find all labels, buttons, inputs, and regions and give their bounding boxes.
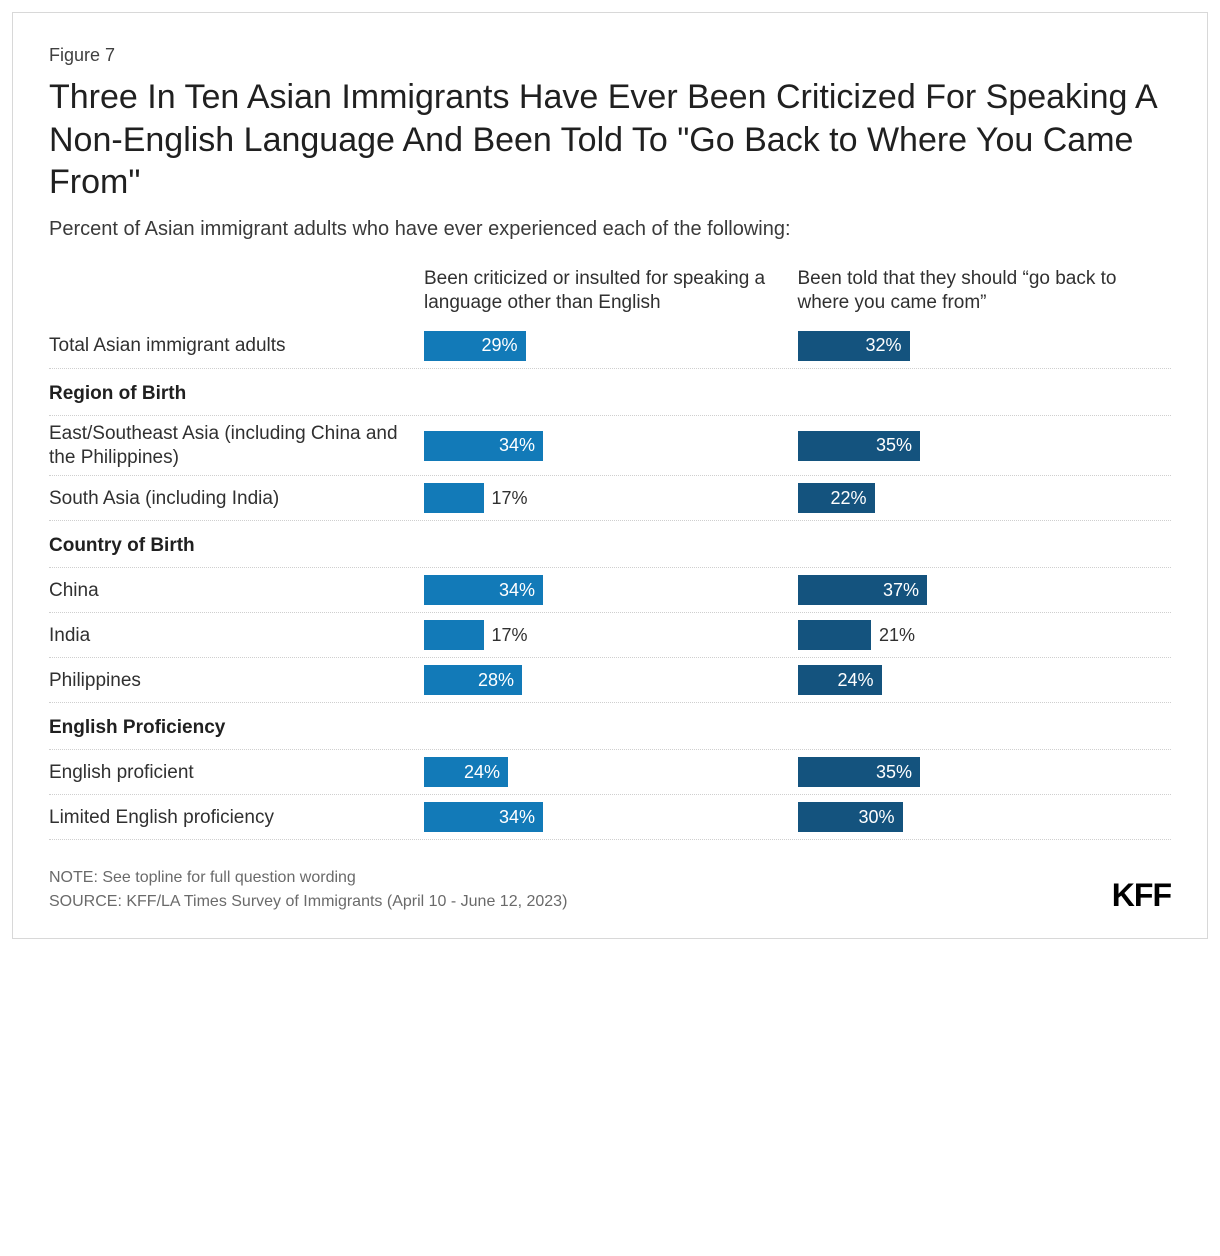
- bar-cell: 28%: [424, 658, 798, 702]
- bar-wrap: 35%: [798, 750, 1148, 794]
- table-row: Total Asian immigrant adults29% 32%: [49, 324, 1171, 369]
- bar: 34%: [424, 431, 543, 461]
- group-header: Country of Birth: [49, 521, 1171, 568]
- bar-wrap: 34%: [424, 795, 774, 839]
- bar: 35%: [798, 757, 921, 787]
- bar: 34%: [424, 802, 543, 832]
- bar-wrap: 17%: [424, 613, 774, 657]
- row-label: East/Southeast Asia (including China and…: [49, 416, 424, 476]
- row-label: South Asia (including India): [49, 481, 424, 517]
- bar-wrap: 21%: [798, 613, 1148, 657]
- bar-cell: 21%: [798, 613, 1172, 657]
- chart-subtitle: Percent of Asian immigrant adults who ha…: [49, 218, 1171, 241]
- bar-cell: 34%: [424, 568, 798, 612]
- bar: 37%: [798, 575, 928, 605]
- row-label: Philippines: [49, 663, 424, 699]
- series-header-2-text: Been told that they should “go back to w…: [798, 267, 1148, 324]
- bar-cell: 35%: [798, 750, 1172, 794]
- bar: 24%: [798, 665, 882, 695]
- bar: 34%: [424, 575, 543, 605]
- bar-wrap: 24%: [798, 658, 1148, 702]
- table-row: Philippines28% 24%: [49, 658, 1171, 703]
- chart-container: Figure 7 Three In Ten Asian Immigrants H…: [12, 12, 1208, 939]
- bar-value-label: 17%: [492, 488, 528, 509]
- bar: 30%: [798, 802, 903, 832]
- bar-wrap: 34%: [424, 424, 774, 468]
- bar-wrap: 32%: [798, 324, 1148, 368]
- chart-footer: NOTE: See topline for full question word…: [49, 866, 1171, 914]
- bar: [424, 483, 484, 513]
- bar-cell: 24%: [798, 658, 1172, 702]
- bar-wrap: 37%: [798, 568, 1148, 612]
- footer-note-block: NOTE: See topline for full question word…: [49, 866, 567, 914]
- series-header-2: Been told that they should “go back to w…: [798, 267, 1172, 324]
- row-label: Limited English proficiency: [49, 800, 424, 836]
- bar-cell: 37%: [798, 568, 1172, 612]
- series-header-1: Been criticized or insulted for speaking…: [424, 267, 798, 324]
- bar-cell: 17%: [424, 613, 798, 657]
- bar: 35%: [798, 431, 921, 461]
- bar-wrap: 35%: [798, 424, 1148, 468]
- bar: 29%: [424, 331, 526, 361]
- table-row: China34% 37%: [49, 568, 1171, 613]
- series-header-1-text: Been criticized or insulted for speaking…: [424, 267, 774, 324]
- row-label: China: [49, 573, 424, 609]
- bar-value-label: 17%: [492, 625, 528, 646]
- table-row: India 17% 21%: [49, 613, 1171, 658]
- bar-cell: 35%: [798, 424, 1172, 468]
- bar-wrap: 17%: [424, 476, 774, 520]
- bar: [798, 620, 872, 650]
- bar: [424, 620, 484, 650]
- bar: 22%: [798, 483, 875, 513]
- bar-cell: 17%: [424, 476, 798, 520]
- bar-cell: 30%: [798, 795, 1172, 839]
- chart-body: Been criticized or insulted for speaking…: [49, 267, 1171, 841]
- chart-title: Three In Ten Asian Immigrants Have Ever …: [49, 76, 1171, 204]
- bar-wrap: 22%: [798, 476, 1148, 520]
- bar: 24%: [424, 757, 508, 787]
- table-row: South Asia (including India) 17% 22%: [49, 476, 1171, 521]
- table-row: Limited English proficiency34% 30%: [49, 795, 1171, 840]
- footer-source: SOURCE: KFF/LA Times Survey of Immigrant…: [49, 890, 567, 914]
- bar-cell: 29%: [424, 324, 798, 368]
- table-row: East/Southeast Asia (including China and…: [49, 416, 1171, 477]
- bar-wrap: 29%: [424, 324, 774, 368]
- chart-rows: Total Asian immigrant adults29% 32% Region…: [49, 324, 1171, 841]
- bar-value-label: 21%: [879, 625, 915, 646]
- group-header: English Proficiency: [49, 703, 1171, 750]
- bar-wrap: 34%: [424, 568, 774, 612]
- bar: 32%: [798, 331, 910, 361]
- row-label: India: [49, 618, 424, 654]
- bar-wrap: 30%: [798, 795, 1148, 839]
- footer-note: NOTE: See topline for full question word…: [49, 866, 567, 890]
- bar-cell: 24%: [424, 750, 798, 794]
- series-header-row: Been criticized or insulted for speaking…: [49, 267, 1171, 324]
- bar-wrap: 24%: [424, 750, 774, 794]
- bar-cell: 34%: [424, 795, 798, 839]
- bar-cell: 22%: [798, 476, 1172, 520]
- bar: 28%: [424, 665, 522, 695]
- bar-cell: 32%: [798, 324, 1172, 368]
- bar-cell: 34%: [424, 424, 798, 468]
- figure-label: Figure 7: [49, 45, 1171, 66]
- row-label: English proficient: [49, 755, 424, 791]
- group-header: Region of Birth: [49, 369, 1171, 416]
- row-label: Total Asian immigrant adults: [49, 328, 424, 364]
- kff-logo: KFF: [1112, 877, 1171, 914]
- bar-wrap: 28%: [424, 658, 774, 702]
- table-row: English proficient24% 35%: [49, 750, 1171, 795]
